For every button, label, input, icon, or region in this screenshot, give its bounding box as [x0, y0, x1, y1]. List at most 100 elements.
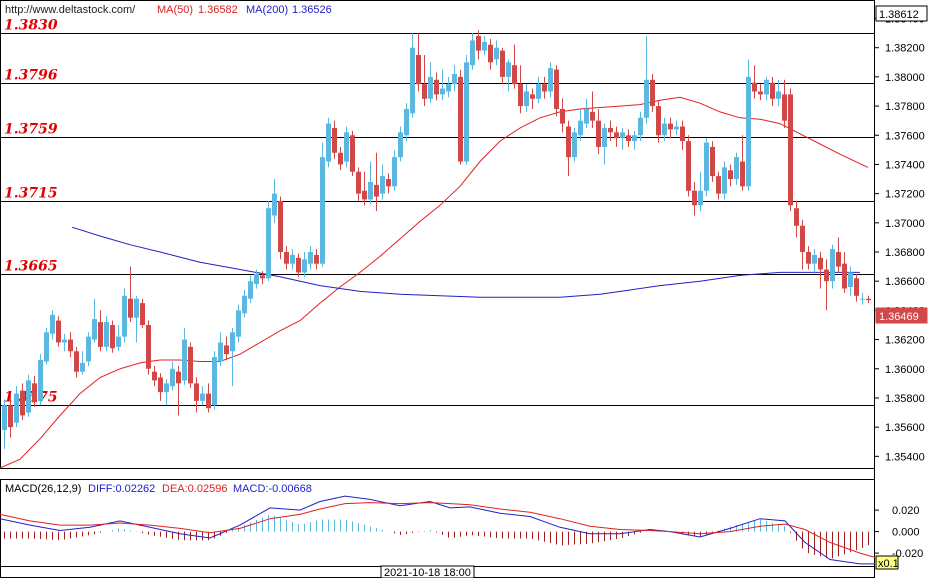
- candle-body: [308, 252, 313, 264]
- candle: [50, 310, 55, 340]
- candle: [578, 108, 583, 142]
- candle-body: [32, 383, 37, 403]
- candle-body: [320, 157, 325, 264]
- candle: [164, 378, 169, 406]
- candle-body: [2, 405, 7, 431]
- candle: [356, 167, 361, 201]
- candle-body: [614, 132, 619, 139]
- candle: [290, 249, 295, 270]
- candle-body: [620, 132, 625, 139]
- candle-body: [128, 298, 133, 318]
- candle-body: [140, 303, 145, 325]
- candle-body: [326, 123, 331, 162]
- candle-body: [362, 190, 367, 200]
- candle: [554, 65, 559, 117]
- candle-body: [608, 127, 613, 133]
- candle-body: [452, 73, 457, 85]
- candle: [386, 173, 391, 194]
- candle: [482, 36, 487, 55]
- candle-body: [68, 339, 73, 352]
- candle: [416, 33, 421, 92]
- candle: [500, 47, 505, 85]
- candle: [2, 399, 7, 450]
- candle: [362, 171, 367, 206]
- price-tick-label: 1.37200: [885, 189, 925, 201]
- candle-body: [74, 351, 79, 372]
- candle: [782, 79, 787, 128]
- candle: [842, 252, 847, 293]
- candle: [644, 36, 649, 124]
- candle: [614, 126, 619, 147]
- candle: [242, 289, 247, 318]
- candle: [488, 38, 493, 70]
- candle: [806, 246, 811, 270]
- candle: [800, 219, 805, 270]
- candle-body: [170, 368, 175, 387]
- candle: [572, 127, 577, 162]
- candle-body: [230, 332, 235, 352]
- candle: [332, 120, 337, 159]
- candle-body: [410, 47, 415, 114]
- candle-body: [38, 360, 43, 401]
- candle: [44, 327, 49, 365]
- candle: [710, 141, 715, 182]
- candle-body: [812, 254, 817, 264]
- candle: [308, 246, 313, 270]
- candle-body: [806, 252, 811, 264]
- level-label: 1.3759: [4, 122, 58, 138]
- candle: [764, 76, 769, 101]
- candle-body: [398, 132, 403, 158]
- candle: [476, 30, 481, 60]
- candle: [236, 304, 241, 343]
- candle: [398, 126, 403, 162]
- candle-body: [602, 127, 607, 147]
- candle-body: [584, 108, 589, 124]
- candle: [698, 171, 703, 212]
- candle-body: [314, 254, 319, 264]
- candle: [524, 84, 529, 112]
- candle: [140, 298, 145, 328]
- candle-body: [158, 377, 163, 393]
- candle-body: [146, 324, 151, 369]
- candles: [2, 30, 871, 450]
- ma200-value: 1.36526: [292, 4, 332, 16]
- price-tick-label: 1.37600: [885, 130, 925, 142]
- candle-body: [488, 44, 493, 63]
- ma200-line: [71, 226, 860, 298]
- candle-body: [482, 41, 487, 51]
- candle-body: [518, 84, 523, 107]
- candle-body: [590, 111, 595, 121]
- candle: [638, 111, 643, 142]
- candle-body: [728, 170, 733, 180]
- macd-dea: DEA:0.02596: [162, 483, 227, 495]
- zoom-button[interactable]: [875, 555, 899, 570]
- top-price-label: 1.38612: [879, 9, 919, 21]
- candle: [788, 88, 793, 212]
- candle: [176, 365, 181, 416]
- candle: [752, 65, 757, 99]
- candle: [8, 395, 13, 438]
- zoom-label[interactable]: x0.1: [878, 558, 899, 570]
- candle-body: [842, 263, 847, 289]
- price-tick-label: 1.36600: [885, 276, 925, 288]
- candle: [38, 354, 43, 406]
- source-url[interactable]: http://www.deltastock.com/: [5, 4, 136, 16]
- candle-body: [500, 50, 505, 77]
- price-tick-label: 1.36800: [885, 247, 925, 259]
- candle: [194, 377, 199, 413]
- candle-body: [14, 393, 19, 423]
- candle-body: [332, 127, 337, 153]
- candle-body: [62, 339, 67, 343]
- candle: [248, 275, 253, 304]
- candle-body: [152, 371, 157, 381]
- candle: [836, 237, 841, 273]
- candle-body: [836, 252, 841, 267]
- ma50-value: 1.36582: [198, 4, 238, 16]
- candle: [818, 252, 823, 289]
- candle-body: [164, 383, 169, 393]
- level-label: 1.3830: [4, 18, 58, 34]
- candle-body: [266, 208, 271, 279]
- candle: [314, 249, 319, 270]
